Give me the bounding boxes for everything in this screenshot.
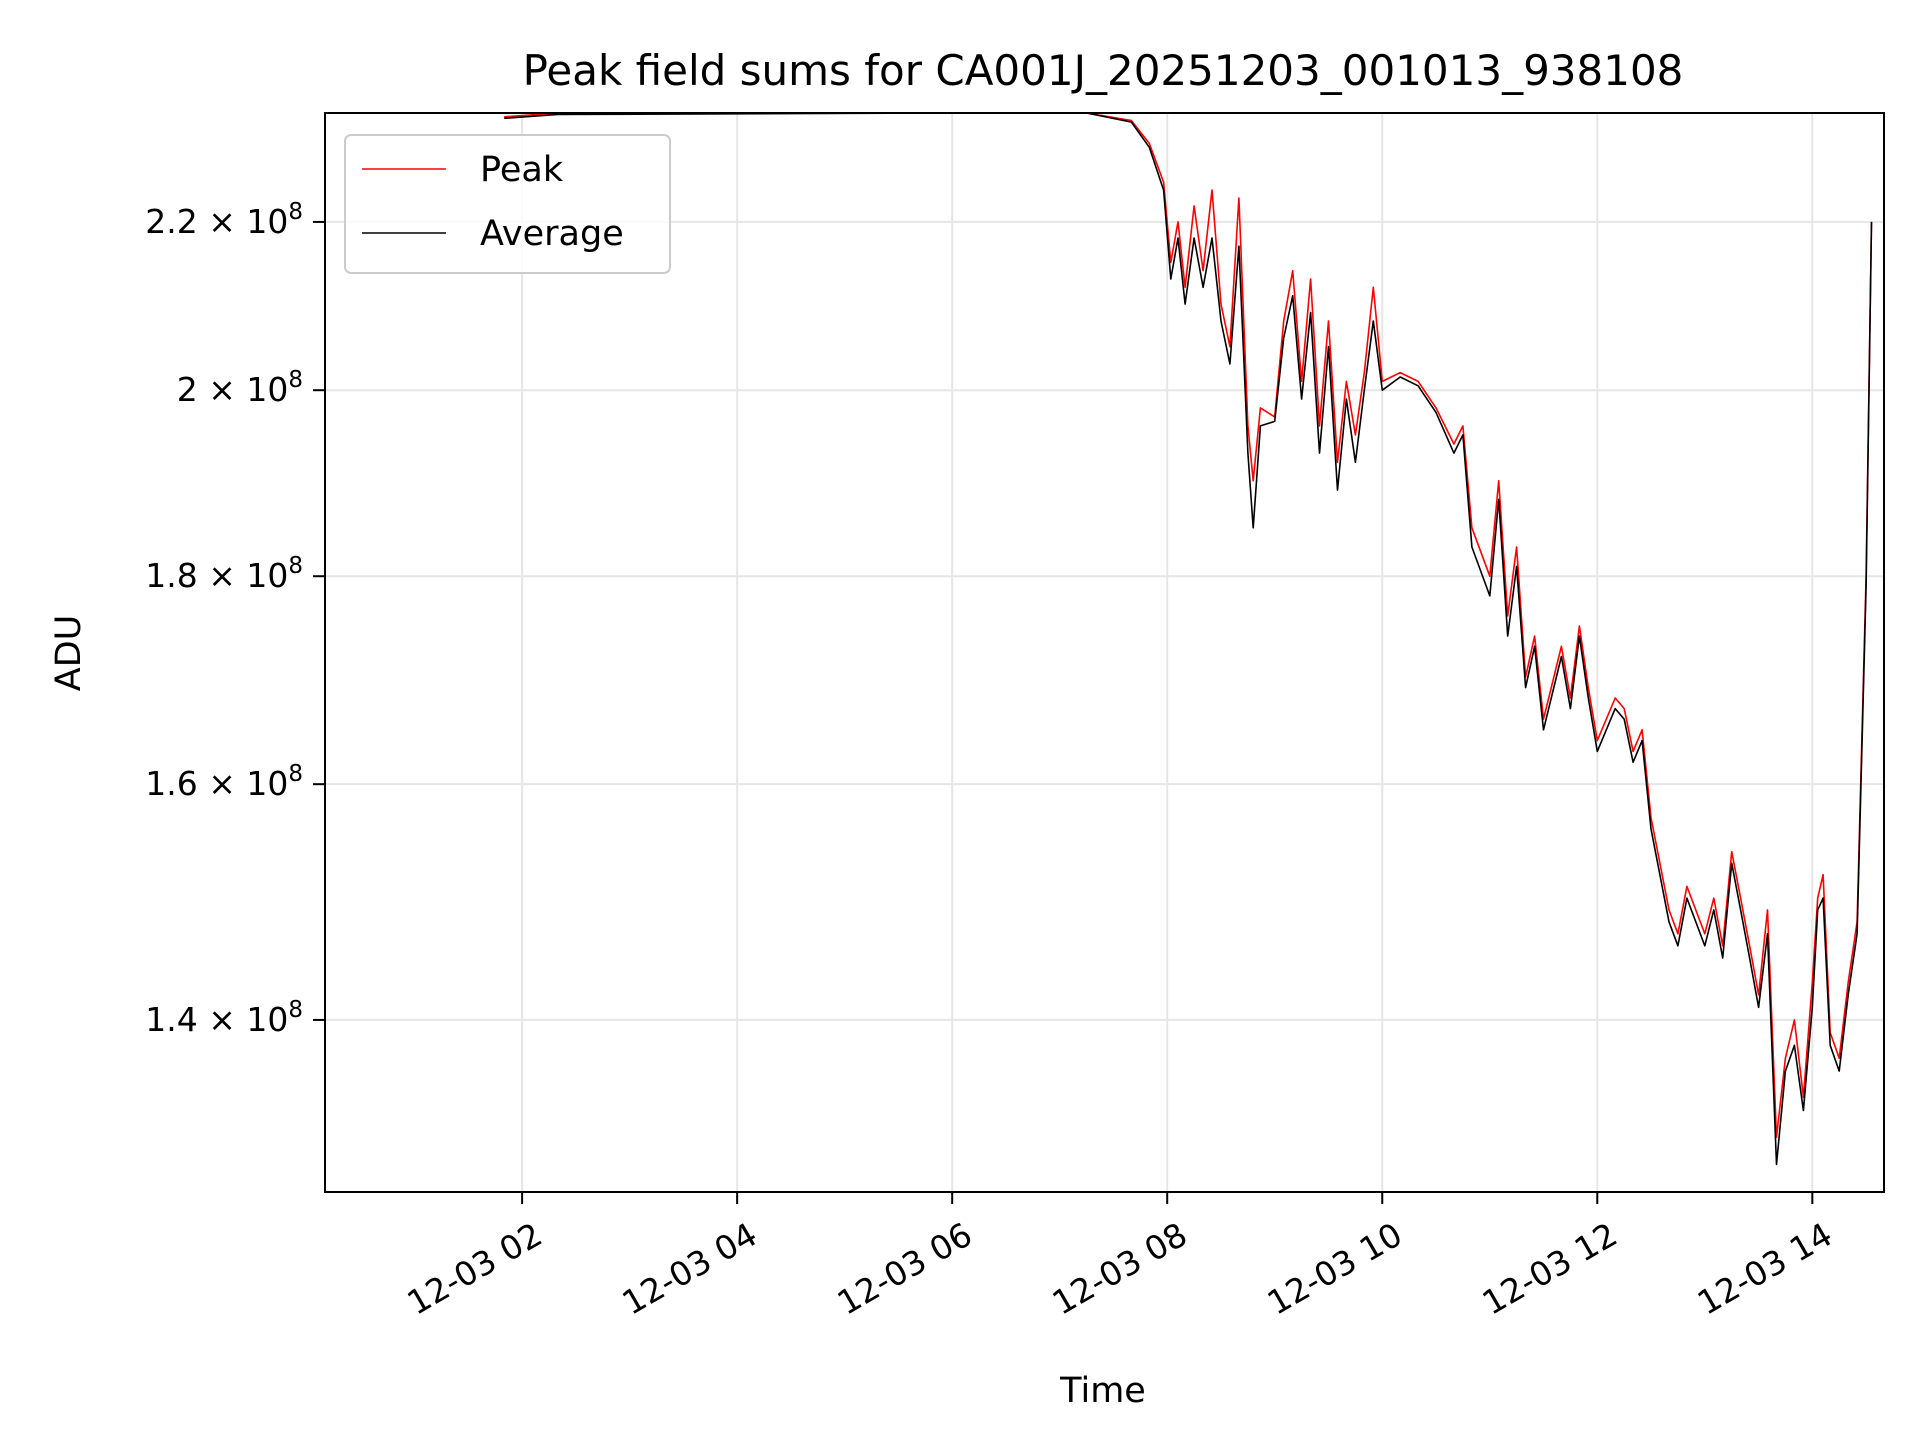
legend-label-peak: Peak	[480, 150, 564, 190]
plot-frame	[324, 112, 1885, 1193]
series-layer	[504, 113, 1873, 1166]
series-line-peak	[504, 113, 1873, 1138]
legend: Peak Average	[344, 134, 671, 274]
y-tick-label: 1.8 × 108	[145, 553, 303, 595]
x-axis-title: Time	[1059, 1371, 1146, 1411]
y-tick-label: 2.2 × 108	[145, 199, 303, 241]
legend-label-average: Average	[480, 214, 624, 254]
y-tick-label: 2 × 108	[177, 367, 303, 409]
y-axis: 1.4 × 108 1.6 × 108 1.8 × 108 2 × 108 2.2 × …	[145, 199, 325, 1039]
grid	[325, 113, 1884, 1192]
chart-title: Peak field sums for CA001J_20251203_0010…	[523, 46, 1684, 95]
y-tick-label: 1.4 × 108	[145, 997, 303, 1039]
y-axis-title: ADU	[49, 615, 89, 692]
y-tick-label: 1.6 × 108	[145, 761, 303, 803]
series-line-average	[504, 113, 1873, 1166]
